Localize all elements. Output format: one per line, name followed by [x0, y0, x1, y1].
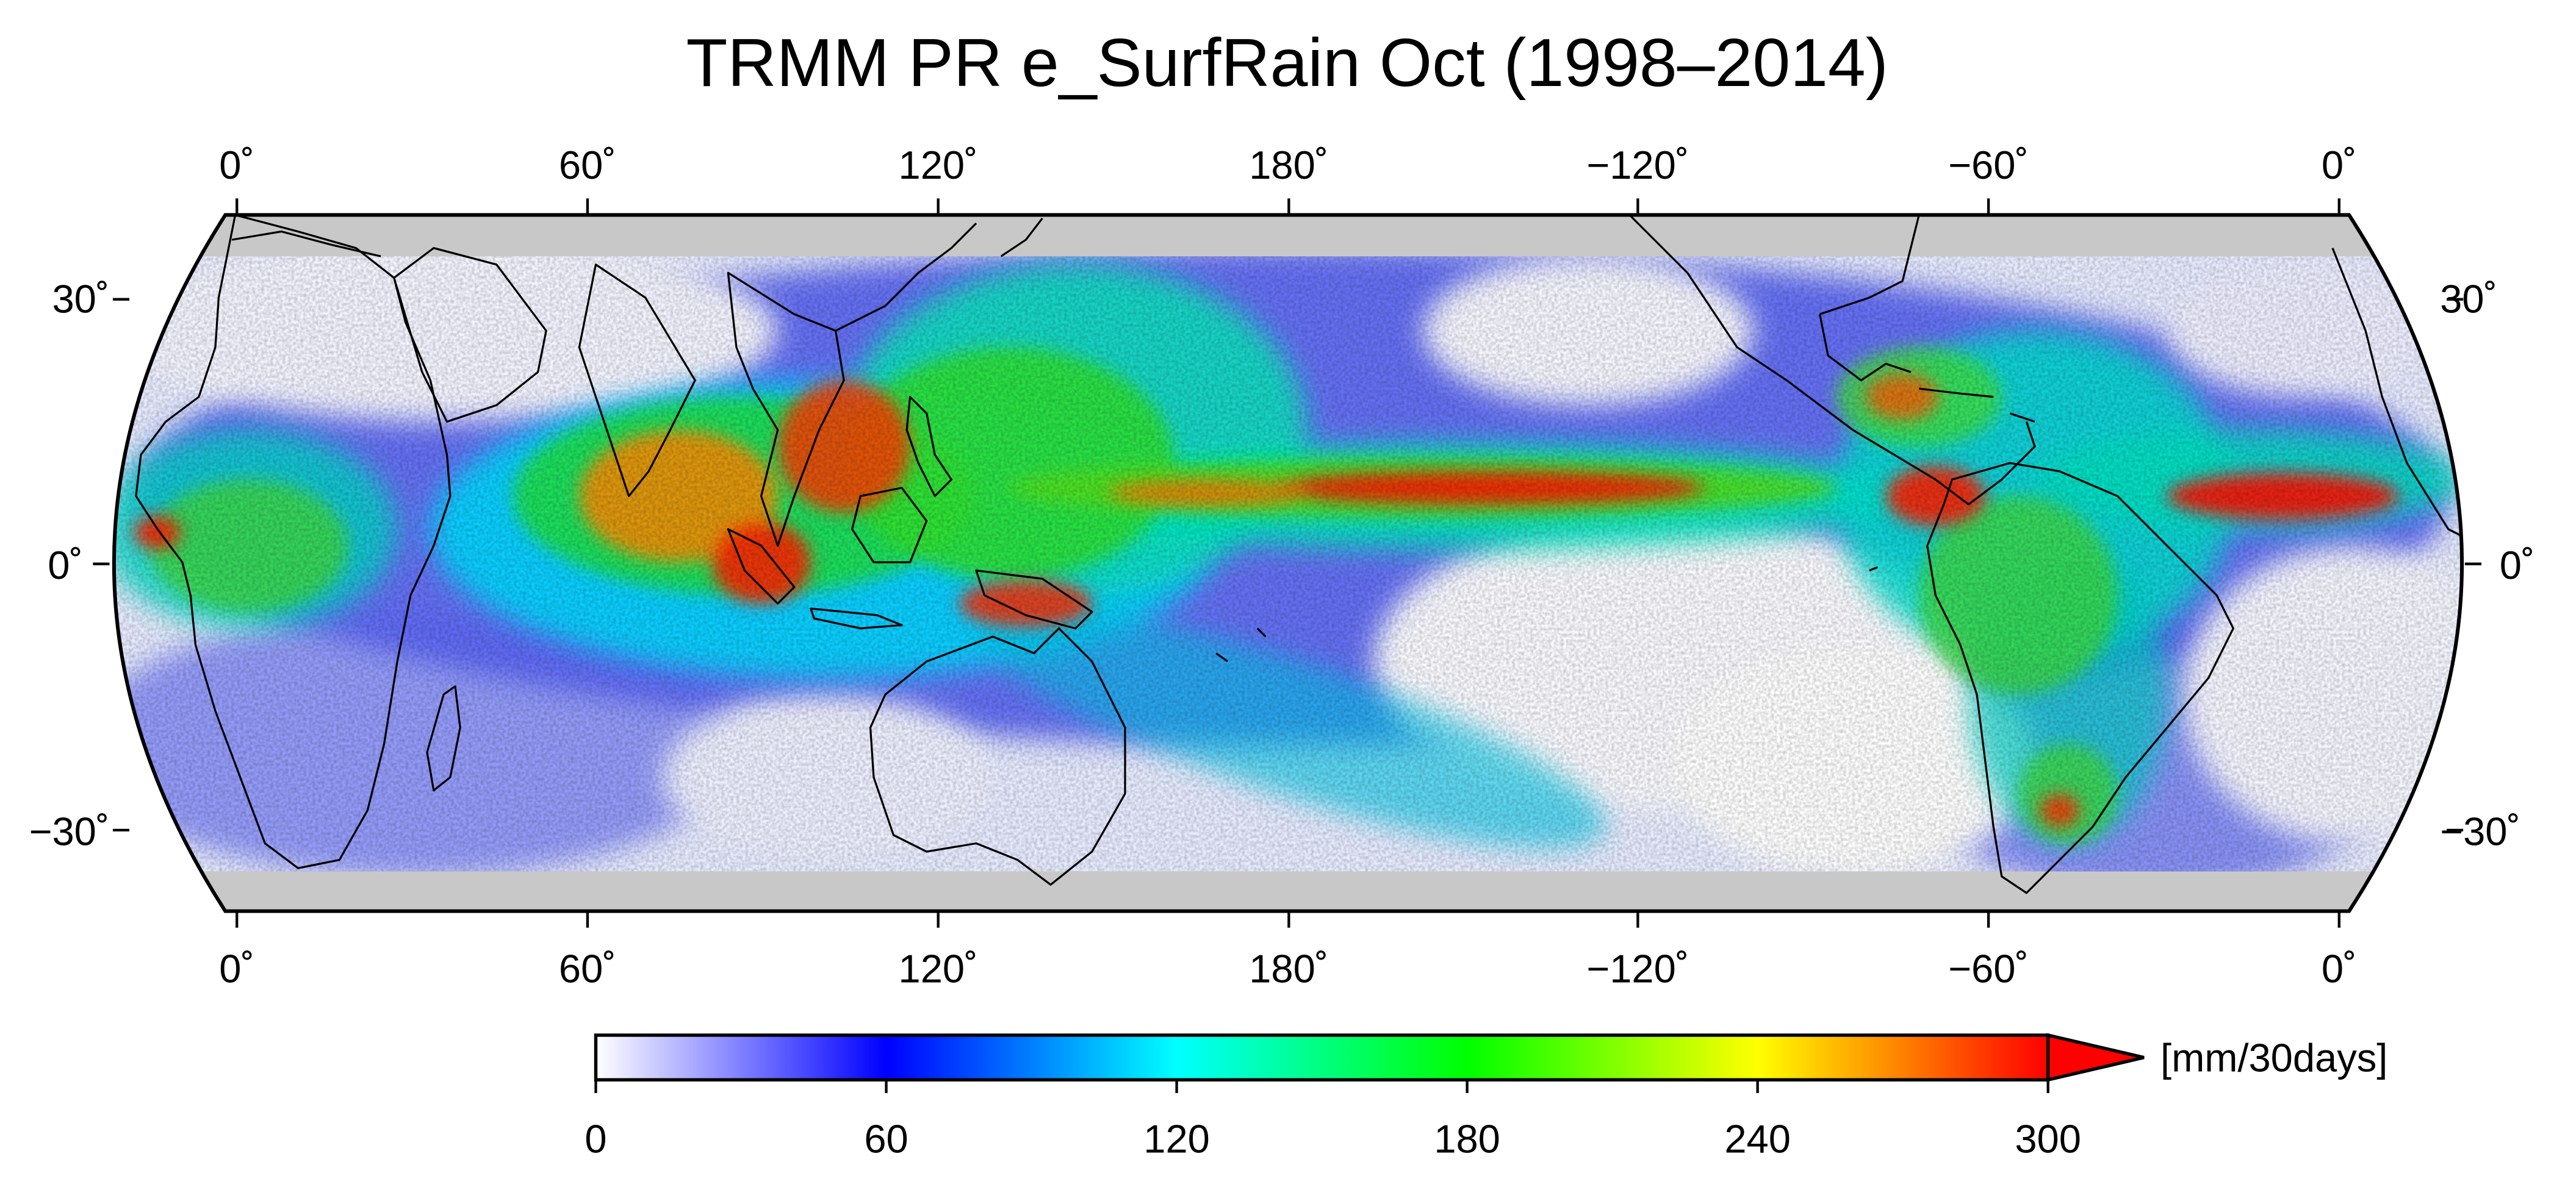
coastline-borneo — [851, 487, 928, 564]
lat-label: 0˚ — [2500, 543, 2535, 587]
coastline-gulf — [1818, 215, 1920, 382]
colorbar-gradient — [594, 1033, 2050, 1082]
lon-label: 180˚ — [1249, 946, 1328, 991]
colorbar-ticks — [594, 1080, 2049, 1093]
lon-label: 120˚ — [899, 143, 978, 187]
colorbar: 0 60 120 180 240 300 [mm/30days] — [585, 1033, 2387, 1161]
colorbar-tick-label: 60 — [864, 1116, 908, 1161]
coastline-east-asia — [835, 222, 977, 332]
coastline-west-africa — [2331, 248, 2463, 547]
rainfall-field — [113, 240, 2463, 893]
lon-label: 0˚ — [2322, 143, 2357, 187]
coastline-south-america — [1926, 462, 2234, 894]
colorbar-extend-arrow — [2046, 1033, 2145, 1082]
colorbar-tick-label: 240 — [1724, 1116, 1791, 1161]
lon-label: −120˚ — [1586, 946, 1689, 991]
lon-label: 60˚ — [559, 143, 616, 187]
lon-label: 0˚ — [219, 143, 254, 187]
coastline-madagascar — [426, 685, 461, 792]
coastlines — [135, 215, 2463, 894]
coastline-japan — [1000, 217, 1043, 257]
lat-ticks — [93, 298, 2481, 832]
coastline-mediterranean — [231, 230, 381, 257]
coastline-north-america — [1628, 215, 2036, 506]
colorbar-tick-label: 300 — [2015, 1116, 2081, 1161]
lat-label: 30˚ — [52, 276, 109, 321]
coastline-sumatra — [727, 528, 796, 605]
colorbar-tick-label: 180 — [1434, 1116, 1500, 1161]
lat-labels-left: 30˚ 0˚ −30˚ — [29, 276, 109, 853]
lon-label: 120˚ — [899, 946, 978, 991]
lon-labels-top: 0˚ 60˚ 120˚ 180˚ −120˚ −60˚ 0˚ — [219, 143, 2356, 187]
coastline-caribbean — [1919, 387, 2035, 423]
lon-label: −60˚ — [1948, 143, 2029, 187]
lon-label: 60˚ — [559, 946, 616, 991]
colorbar-tick-label: 0 — [585, 1116, 606, 1161]
coastline-philippines — [905, 395, 952, 497]
coastline-se-asia — [727, 271, 845, 547]
lon-label: −60˚ — [1948, 946, 2029, 991]
lat-label: 0˚ — [48, 543, 83, 587]
coastline-arabia — [393, 247, 547, 423]
coastline-new-guinea — [975, 569, 1093, 630]
lat-label: −30˚ — [29, 809, 109, 853]
coastline-india — [578, 264, 696, 497]
map-outline — [112, 213, 2464, 913]
coastline-pacific-islands — [1215, 566, 1879, 662]
noise-texture — [113, 256, 2463, 872]
map-area — [113, 215, 2463, 911]
colorbar-tick-label: 120 — [1143, 1116, 1210, 1161]
lon-labels-bottom: 0˚ 60˚ 120˚ 180˚ −120˚ −60˚ 0˚ — [219, 946, 2356, 991]
lon-label: 180˚ — [1249, 143, 1328, 187]
lon-ticks — [236, 198, 2340, 928]
lon-label: 0˚ — [2322, 946, 2357, 991]
map-title: TRMM PR e_SurfRain Oct (1998–2014) — [686, 24, 1888, 101]
lon-label: 0˚ — [219, 946, 254, 991]
coastline-africa — [135, 215, 452, 869]
lon-label: −120˚ — [1586, 143, 1689, 187]
colorbar-unit-label: [mm/30days] — [2160, 1036, 2387, 1080]
no-data-band-north — [113, 215, 2463, 257]
coastline-java — [810, 607, 903, 630]
coastline-australia — [869, 627, 1126, 886]
no-data-band-south — [113, 871, 2463, 911]
